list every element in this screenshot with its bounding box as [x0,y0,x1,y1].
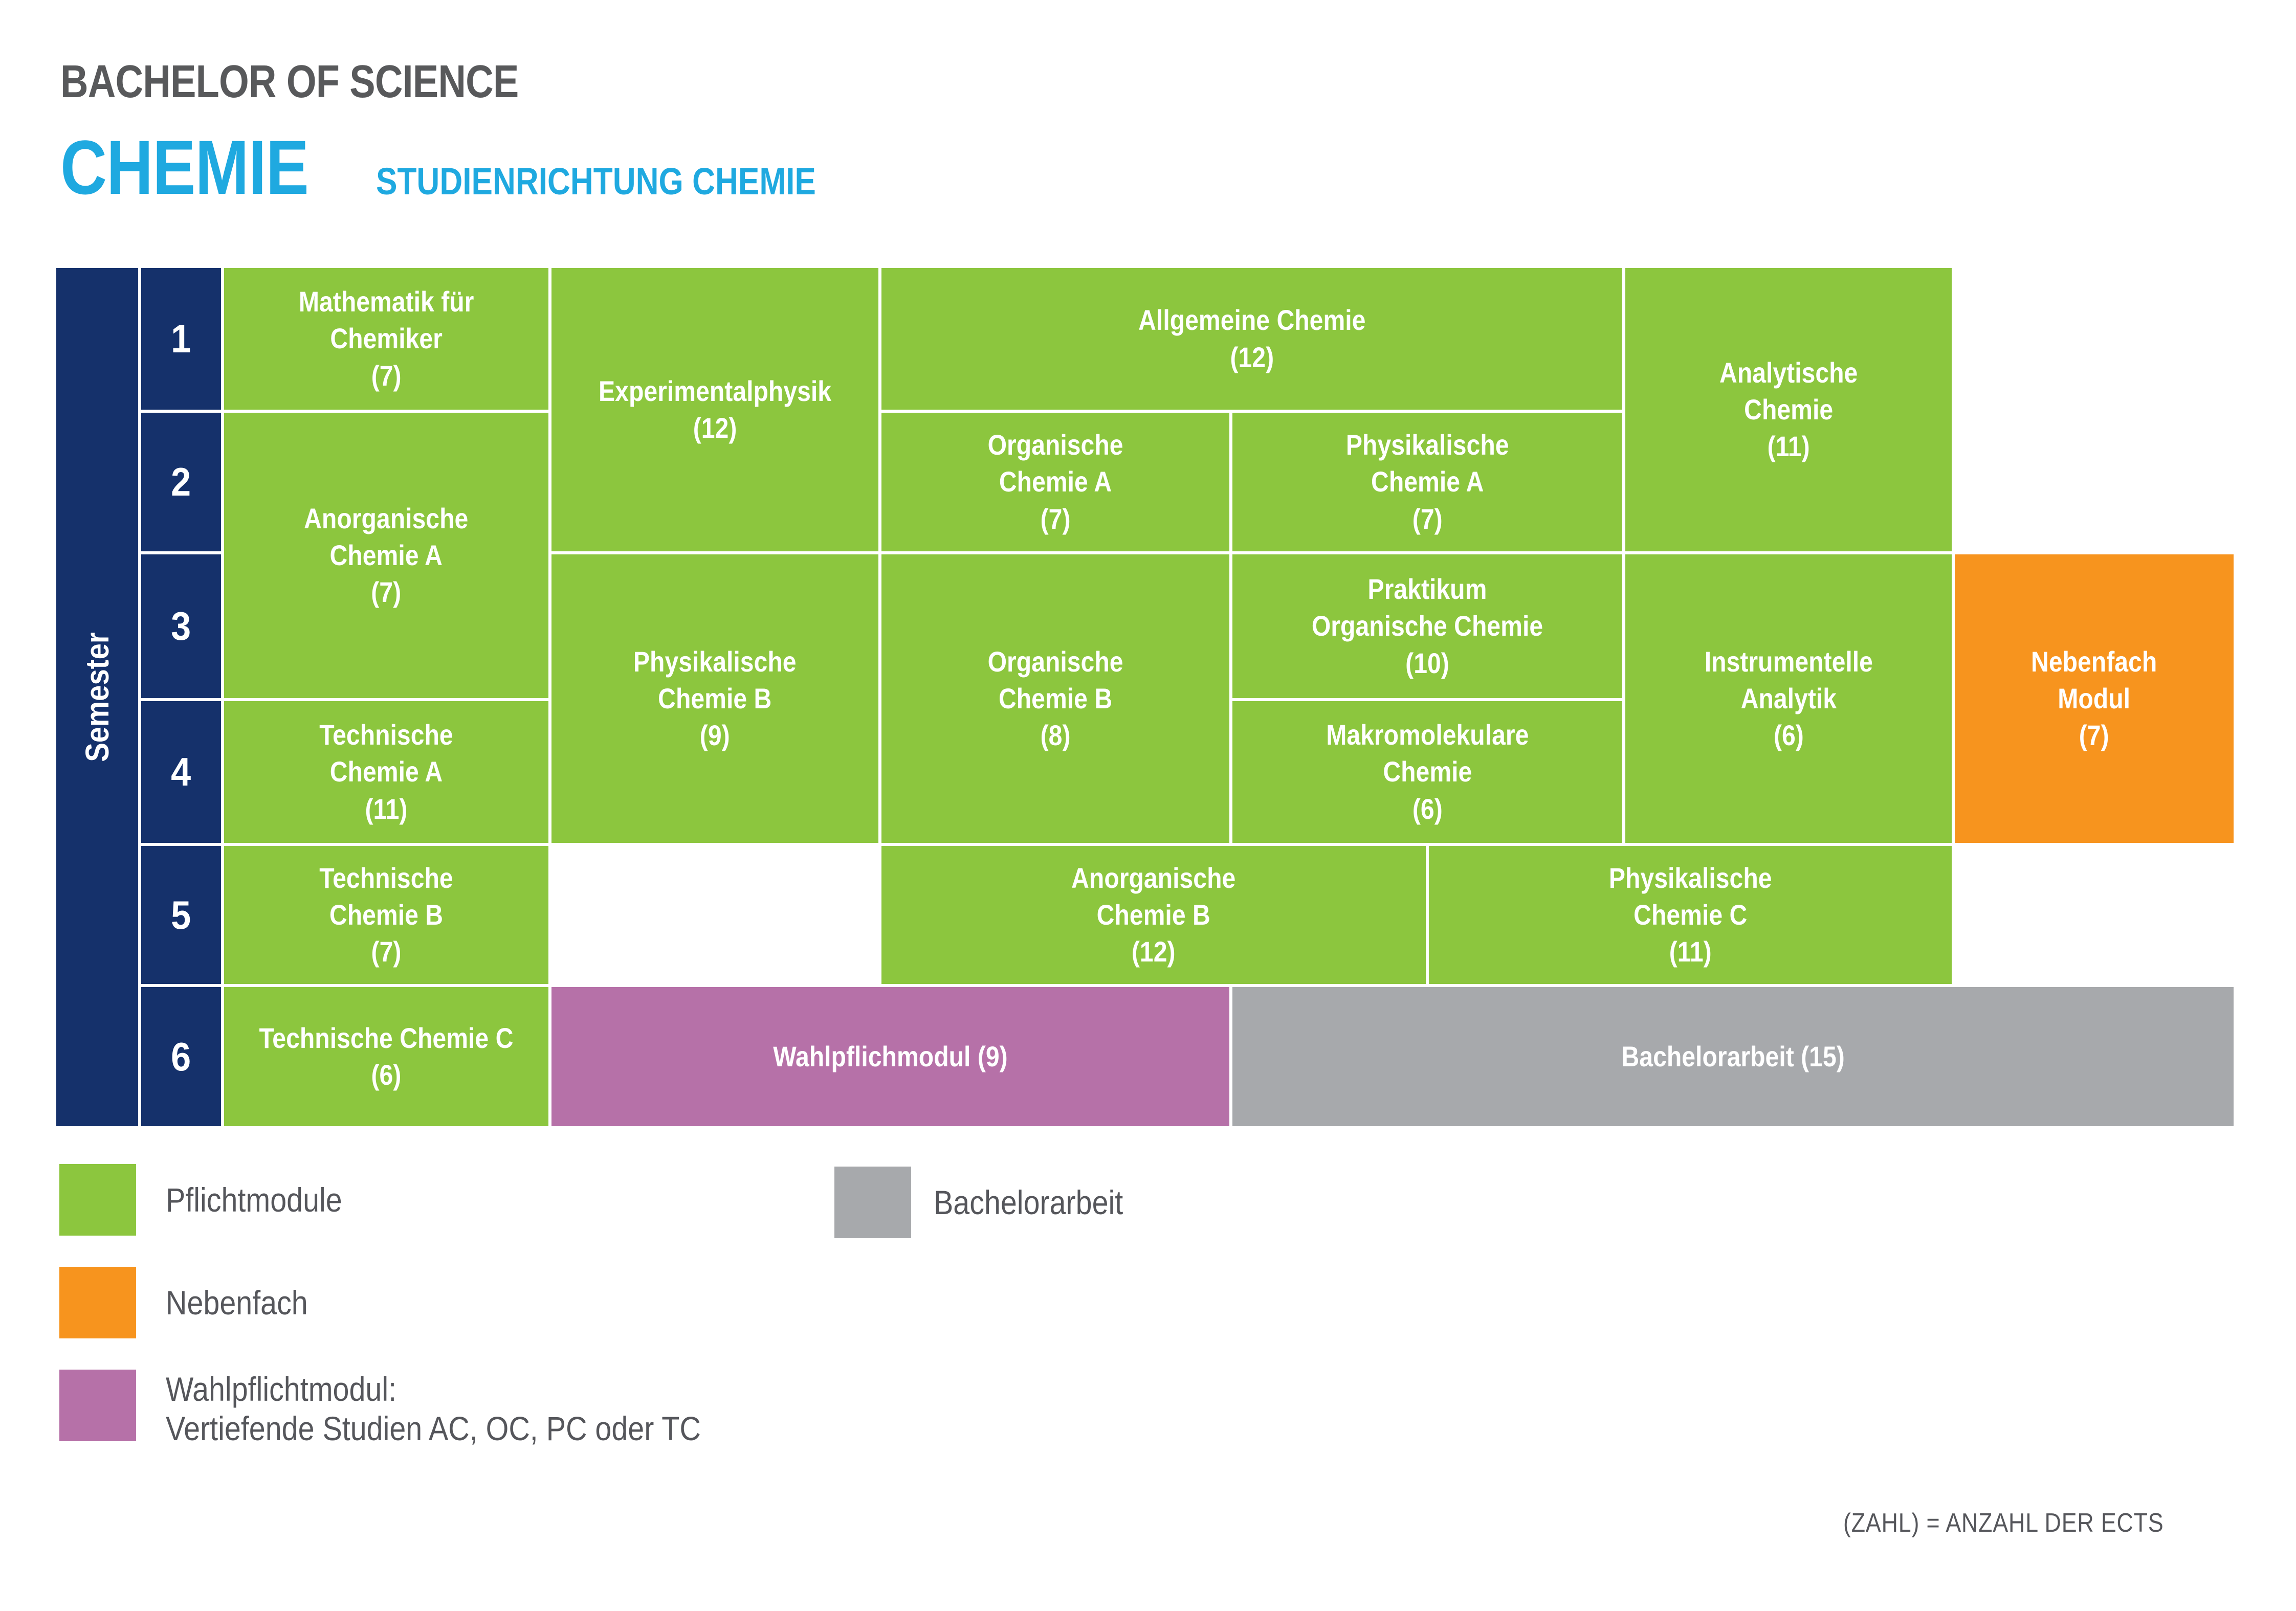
module-allgemeine-chemie: Allgemeine Chemie (12) [881,268,1622,410]
semester-number-1: 1 [141,268,221,410]
module-anorganische-chemie-a: Anorganische Chemie A (7) [224,413,548,698]
legend-item-nebenfach: Nebenfach [59,1267,329,1338]
module-technische-chemie-c: Technische Chemie C (6) [224,987,548,1126]
module-organische-chemie-b: Organische Chemie B (8) [881,554,1229,843]
degree-eyebrow: BACHELOR OF SCIENCE [60,56,519,107]
semester-axis-label: Semester [79,632,116,762]
module-wahlpflichtmodul: Wahlpflichmodul (9) [551,987,1229,1126]
wahlpflichtmodul-label: Wahlpflichtmodul: Vertiefende Studien AC… [166,1370,701,1447]
module-bachelorarbeit: Bachelorarbeit (15) [1232,987,2234,1126]
semester-number-3: 3 [141,554,221,698]
program-subtitle: STUDIENRICHTUNG CHEMIE [376,160,816,203]
module-anorganische-chemie-b: Anorganische Chemie B (12) [881,846,1426,984]
module-nebenfach-modul: Nebenfach Modul (7) [1955,554,2234,843]
semester-number-5: 5 [141,846,221,984]
pflichtmodule-label: Pflichtmodule [166,1180,342,1219]
legend-item-pflichtmodule: Pflichtmodule [59,1164,368,1236]
nebenfach-label: Nebenfach [166,1283,308,1322]
semester-number-4: 4 [141,701,221,843]
legend-item-wahlpflichtmodul: Wahlpflichtmodul: Vertiefende Studien AC… [59,1370,781,1448]
semester-number-2: 2 [141,413,221,551]
module-physikalische-chemie-a: Physikalische Chemie A (7) [1232,413,1622,551]
module-technische-chemie-a: Technische Chemie A (11) [224,701,548,843]
pflichtmodule-swatch [59,1164,136,1236]
ects-footnote: (ZAHL) = ANZAHL DER ECTS [1843,1508,2164,1538]
bachelorarbeit-swatch [834,1167,911,1238]
module-mathematik-fuer-chemiker: Mathematik für Chemiker (7) [224,268,548,410]
module-organische-chemie-a: Organische Chemie A (7) [881,413,1229,551]
legend-item-bachelorarbeit: Bachelorarbeit [834,1167,1152,1238]
module-analytische-chemie: Analytische Chemie (11) [1625,268,1952,551]
module-makromolekulare-chemie: Makromolekulare Chemie (6) [1232,701,1622,843]
module-instrumentelle-analytik: Instrumentelle Analytik (6) [1625,554,1952,843]
semester-number-6: 6 [141,987,221,1126]
module-physikalische-chemie-c: Physikalische Chemie C (11) [1429,846,1952,984]
module-technische-chemie-b: Technische Chemie B (7) [224,846,548,984]
wahlpflichtmodul-swatch [59,1370,136,1441]
nebenfach-swatch [59,1267,136,1338]
program-title: CHEMIE [60,124,309,210]
module-experimentalphysik: Experimentalphysik (12) [551,268,878,551]
semester-axis-bar: Semester [56,268,138,1126]
module-physikalische-chemie-b: Physikalische Chemie B (9) [551,554,878,843]
module-praktikum-organische-chemie: Praktikum Organische Chemie (10) [1232,554,1622,698]
bachelorarbeit-label: Bachelorarbeit [934,1183,1123,1221]
